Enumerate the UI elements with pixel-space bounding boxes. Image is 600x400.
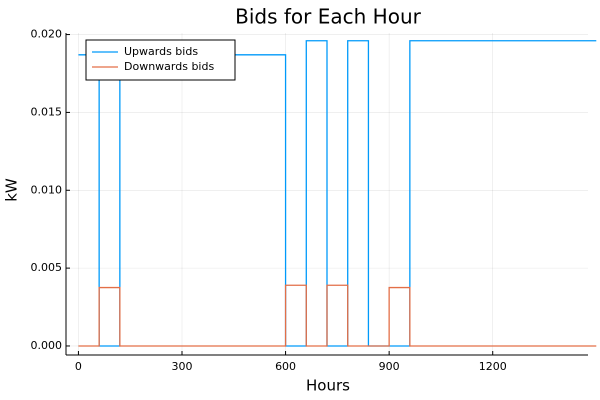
y-tick-label: 0.020 xyxy=(31,28,63,41)
legend: Upwards bids Downwards bids xyxy=(85,39,236,81)
legend-label: Upwards bids xyxy=(124,45,198,58)
x-tick-label: 600 xyxy=(275,360,296,373)
y-axis-title: kW xyxy=(3,178,21,202)
legend-box xyxy=(85,39,236,81)
x-axis-title: Hours xyxy=(306,377,350,395)
series-layer xyxy=(78,40,597,347)
chart-title: Bids for Each Hour xyxy=(235,5,421,29)
series-line-downwards xyxy=(78,284,597,347)
legend-label: Downwards bids xyxy=(124,60,214,73)
x-tick-label: 0 xyxy=(75,360,82,373)
x-tick-label: 300 xyxy=(172,360,193,373)
y-tick-label: 0.015 xyxy=(31,105,63,118)
y-tick-label: 0.010 xyxy=(31,183,63,196)
x-tick-label: 1200 xyxy=(479,360,507,373)
axes-layer xyxy=(65,33,588,356)
x-tick-label: 900 xyxy=(379,360,400,373)
ticks-layer: 0 300 600 900 1200 0.000 0.005 0.010 0.015 0.020 xyxy=(31,28,507,373)
series-line-upwards xyxy=(78,40,597,347)
y-tick-label: 0.005 xyxy=(31,261,63,274)
y-tick-label: 0.000 xyxy=(31,339,63,352)
